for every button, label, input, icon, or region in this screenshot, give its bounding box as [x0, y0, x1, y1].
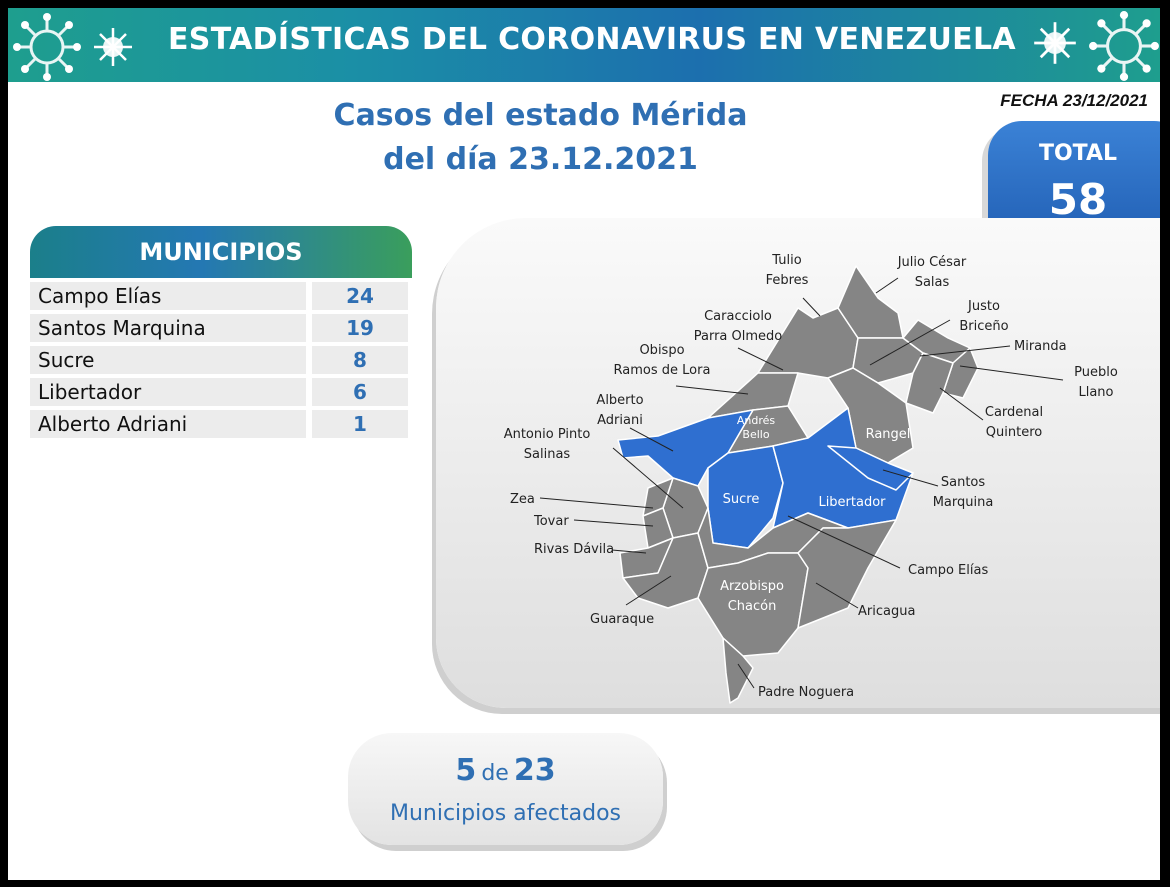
municipio-cases: 19	[312, 314, 408, 342]
label-pueblo-llano-2: Llano	[1078, 385, 1113, 400]
municipio-cases: 1	[312, 410, 408, 438]
label-julio-cesar-salas-2: Salas	[915, 275, 950, 290]
title-line-2: del día 23.12.2021	[383, 142, 698, 177]
municipio-name: Alberto Adriani	[30, 410, 306, 438]
label-julio-cesar-salas-1: Julio César	[897, 255, 967, 270]
page-title: Casos del estado Mérida del día 23.12.20…	[308, 94, 773, 182]
municipio-name: Libertador	[30, 378, 306, 406]
label-obispo-2: Ramos de Lora	[614, 363, 711, 378]
affected-connector: de	[481, 761, 509, 786]
label-andres-bello-2: Bello	[742, 428, 769, 441]
label-zea: Zea	[510, 492, 535, 507]
virus-icon	[94, 28, 132, 66]
total-value: 58	[1048, 175, 1108, 224]
affected-total: 23	[513, 753, 556, 788]
label-justo-briceno-1: Justo	[967, 299, 1000, 314]
municipio-name: Santos Marquina	[30, 314, 306, 342]
label-tulio-febres-2: Febres	[766, 273, 809, 288]
table-row: Alberto Adriani 1	[30, 410, 412, 438]
region-padre-noguera	[722, 637, 754, 704]
region-libertador	[772, 407, 914, 529]
municipio-cases: 24	[312, 282, 408, 310]
label-rivas-davila: Rivas Dávila	[534, 542, 614, 557]
label-tulio-febres-1: Tulio	[771, 253, 801, 268]
table-row: Sucre 8	[30, 346, 412, 374]
infographic-slide: ESTADÍSTICAS DEL CORONAVIRUS EN VENEZUEL…	[8, 8, 1160, 880]
map-panel: Andrés Bello Sucre Libertador Rangel Arz…	[436, 218, 1160, 708]
label-tovar: Tovar	[533, 514, 569, 529]
municipio-name: Campo Elías	[30, 282, 306, 310]
label-cardenal-quintero-1: Cardenal	[985, 405, 1043, 420]
virus-icon	[1034, 22, 1076, 64]
table-row: Libertador 6	[30, 378, 412, 406]
label-antonio-pinto-2: Salinas	[524, 447, 571, 462]
label-arzobispo-chacon-1: Arzobispo	[720, 579, 784, 594]
table-row: Santos Marquina 19	[30, 314, 412, 342]
municipio-cases: 8	[312, 346, 408, 374]
label-arzobispo-chacon-2: Chacón	[728, 599, 777, 614]
label-santos-marquina-1: Santos	[941, 475, 986, 490]
municipios-header: MUNICIPIOS	[30, 226, 412, 278]
label-justo-briceno-2: Briceño	[959, 319, 1008, 334]
label-aricagua: Aricagua	[858, 604, 915, 619]
title-line-1: Casos del estado Mérida	[333, 98, 748, 133]
affected-count: 5 de 23	[348, 753, 663, 788]
municipio-name: Sucre	[30, 346, 306, 374]
label-padre-noguera: Padre Noguera	[758, 685, 854, 700]
label-miranda: Miranda	[1014, 339, 1067, 354]
label-sucre: Sucre	[723, 492, 760, 507]
affected-municipalities-card: 5 de 23 Municipios afectados	[348, 733, 663, 845]
label-campo-elias: Campo Elías	[908, 563, 988, 578]
label-alberto-adriani-1: Alberto	[596, 393, 643, 408]
label-rangel: Rangel	[866, 427, 911, 442]
label-caracciolo-2: Parra Olmedo	[694, 329, 783, 344]
affected-label: Municipios afectados	[389, 801, 622, 826]
region-aricagua	[797, 519, 897, 629]
virus-icon	[13, 13, 81, 81]
merida-map: Andrés Bello Sucre Libertador Rangel Arz…	[504, 253, 1118, 704]
label-santos-marquina-2: Marquina	[933, 495, 994, 510]
total-label: TOTAL	[1038, 141, 1118, 166]
banner-title: ESTADÍSTICAS DEL CORONAVIRUS EN VENEZUEL…	[168, 22, 1016, 57]
label-cardenal-quintero-2: Quintero	[986, 425, 1042, 440]
label-antonio-pinto-1: Antonio Pinto	[504, 427, 591, 442]
virus-icon	[1089, 11, 1159, 81]
table-row: Campo Elías 24	[30, 282, 412, 310]
header-banner: ESTADÍSTICAS DEL CORONAVIRUS EN VENEZUEL…	[8, 8, 1160, 82]
label-alberto-adriani-2: Adriani	[597, 413, 643, 428]
label-guaraque: Guaraque	[590, 612, 654, 627]
report-date: FECHA 23/12/2021	[1000, 91, 1148, 110]
label-caracciolo-1: Caracciolo	[704, 309, 772, 324]
label-obispo-1: Obispo	[639, 343, 684, 358]
label-andres-bello-1: Andrés	[737, 414, 776, 427]
region-santos-marquina	[827, 445, 914, 491]
municipio-cases: 6	[312, 378, 408, 406]
affected-number: 5	[455, 753, 477, 788]
label-pueblo-llano-1: Pueblo	[1074, 365, 1118, 380]
label-libertador: Libertador	[818, 495, 886, 510]
municipios-header-label: MUNICIPIOS	[139, 238, 303, 266]
